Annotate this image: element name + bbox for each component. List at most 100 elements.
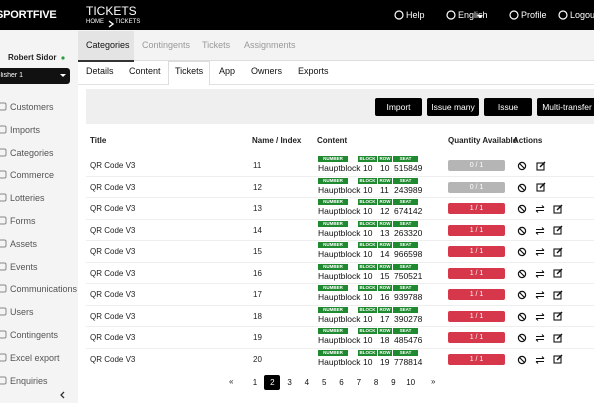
- sidebar-item[interactable]: Contingents: [10, 330, 59, 340]
- column-header: Actions: [513, 136, 543, 145]
- menu-item[interactable]: Logout: [570, 10, 594, 20]
- transfer-action[interactable]: [535, 226, 545, 236]
- edit-action[interactable]: [553, 354, 563, 364]
- transfer-action[interactable]: [535, 269, 545, 279]
- content-label: SEAT: [393, 220, 418, 227]
- cell-title: QR Code V3: [90, 268, 136, 278]
- page-link[interactable]: 9: [391, 378, 396, 387]
- tab[interactable]: Categories: [86, 40, 130, 50]
- subtab[interactable]: Content: [129, 66, 161, 76]
- sidebar-item[interactable]: Enquiries: [10, 375, 48, 386]
- sidebar-icon: [0, 376, 7, 385]
- cell-number: Hauptblock: [318, 184, 361, 195]
- cell-index: 18: [253, 311, 262, 321]
- cell-row: 11: [380, 184, 389, 195]
- block-action[interactable]: [517, 183, 527, 193]
- edit-action[interactable]: [553, 204, 563, 214]
- transfer-action[interactable]: [535, 247, 545, 257]
- subtab[interactable]: Exports: [298, 66, 329, 76]
- sidebar-item[interactable]: Assets: [10, 238, 38, 249]
- subtab[interactable]: Tickets: [175, 66, 204, 76]
- row-divider: [86, 240, 594, 241]
- page-next[interactable]: »: [431, 377, 436, 386]
- sidebar-item[interactable]: Events: [10, 261, 38, 272]
- edit-action[interactable]: [536, 182, 546, 192]
- menu-icon: [446, 10, 456, 20]
- tab[interactable]: Tickets: [202, 40, 231, 50]
- sidebar-icon: [0, 102, 7, 111]
- sidebar-item[interactable]: Commerce: [10, 170, 55, 181]
- block-action[interactable]: [517, 204, 527, 214]
- cell-number: Hauptblock: [318, 356, 361, 367]
- cell-row: 16: [380, 292, 390, 302]
- subtab[interactable]: App: [219, 66, 236, 76]
- cell-index: 12: [253, 182, 262, 192]
- edit-action[interactable]: [553, 225, 563, 235]
- sidebar-item[interactable]: Customers: [10, 102, 54, 112]
- sidebar-item[interactable]: Imports: [10, 124, 41, 135]
- block-action[interactable]: [517, 312, 527, 322]
- button[interactable]: Import: [375, 98, 422, 116]
- menu-item[interactable]: English: [458, 10, 488, 20]
- transfer-action[interactable]: [535, 312, 545, 322]
- block-action[interactable]: [517, 161, 527, 171]
- page-prev[interactable]: «: [229, 377, 234, 386]
- role-select[interactable]: [0, 68, 70, 84]
- menu-item[interactable]: Help: [406, 10, 425, 20]
- content-label: SEAT: [393, 306, 418, 313]
- sidebar-item[interactable]: Excel export: [10, 352, 60, 363]
- transfer-action[interactable]: [535, 355, 545, 365]
- transfer-action[interactable]: [535, 333, 545, 343]
- edit-action[interactable]: [536, 161, 546, 171]
- page-link[interactable]: 1: [252, 378, 258, 387]
- quantity-badge: 1 / 1: [448, 289, 505, 300]
- page-link[interactable]: 7: [356, 378, 362, 387]
- transfer-action[interactable]: [535, 204, 545, 214]
- block-action[interactable]: [517, 355, 527, 365]
- quantity-badge: 1 / 1: [448, 224, 505, 236]
- tab[interactable]: Contingents: [142, 40, 191, 50]
- edit-action[interactable]: [553, 311, 563, 321]
- sidebar-item[interactable]: Forms: [10, 216, 36, 226]
- page-link[interactable]: 10: [406, 378, 416, 387]
- menu-item[interactable]: Profile: [521, 10, 547, 20]
- page-link[interactable]: 2: [264, 375, 281, 390]
- edit-action[interactable]: [553, 333, 563, 343]
- block-action[interactable]: [517, 290, 527, 300]
- block-action[interactable]: [517, 226, 527, 236]
- sidebar-item[interactable]: Users: [10, 307, 34, 318]
- sidebar-item[interactable]: Lotteries: [10, 193, 45, 204]
- content-label: SEAT: [393, 199, 418, 205]
- button[interactable]: Issue: [484, 98, 532, 116]
- sidebar-icon: [0, 216, 7, 225]
- page-link[interactable]: 6: [339, 378, 344, 387]
- quantity-badge: 1 / 1: [448, 246, 505, 257]
- quantity-badge: 0 / 1: [448, 160, 505, 171]
- content-label: ROW: [378, 349, 392, 356]
- page-link[interactable]: 8: [373, 378, 379, 387]
- tab[interactable]: Assignments: [244, 40, 296, 50]
- subtab[interactable]: Owners: [251, 66, 283, 76]
- block-action[interactable]: [517, 269, 527, 279]
- sidebar-item[interactable]: Communications: [10, 284, 78, 295]
- transfer-action[interactable]: [535, 290, 545, 300]
- subtab[interactable]: Details: [86, 66, 114, 76]
- block-action[interactable]: [517, 247, 527, 257]
- collapse[interactable]: [58, 390, 68, 400]
- content-label: NUMBER: [318, 263, 348, 270]
- cell-index: 13: [253, 204, 262, 213]
- content-label: BLOCK: [358, 349, 377, 356]
- page-link[interactable]: 4: [304, 378, 310, 387]
- block-action[interactable]: [517, 333, 527, 343]
- active-tab: [78, 31, 134, 62]
- edit-action[interactable]: [553, 247, 563, 257]
- page-link[interactable]: 5: [321, 378, 327, 387]
- button[interactable]: Issue many: [427, 98, 479, 116]
- content-label: BLOCK: [358, 306, 377, 313]
- button[interactable]: Multi-transfer: [537, 98, 594, 116]
- edit-action[interactable]: [553, 290, 563, 300]
- content-label: NUMBER: [318, 156, 348, 162]
- page-link[interactable]: 3: [287, 378, 292, 387]
- sidebar-item[interactable]: Categories: [10, 147, 54, 158]
- edit-action[interactable]: [553, 268, 563, 278]
